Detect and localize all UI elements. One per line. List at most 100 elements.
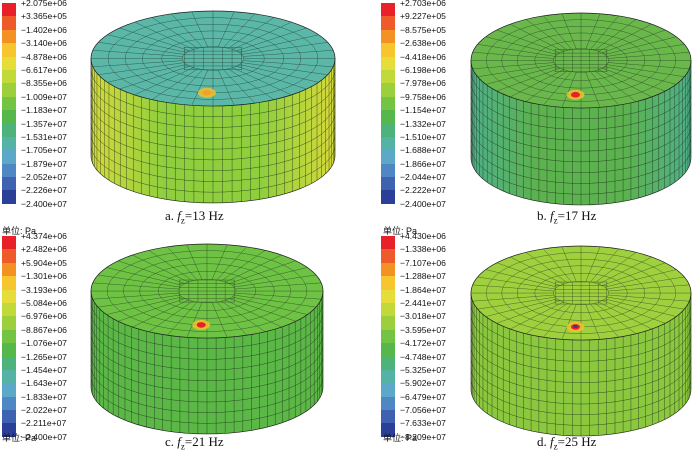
legend-swatch — [381, 316, 395, 330]
legend-value: −8.355e+06 — [21, 78, 67, 89]
legend-value: −1.288e+07 — [400, 271, 446, 282]
legend-swatch — [381, 110, 395, 124]
panel-d: +4.430e+06 −1.338e+06 −7.107e+06 −1.288e+07… — [350, 231, 700, 459]
legend-value: −3.018e+07 — [400, 311, 446, 322]
legend-swatch — [2, 150, 16, 164]
panel-a: +2.075e+06 +3.365e+05 −1.402e+06 −3.140e+06… — [0, 0, 350, 236]
legend-value: −2.400e+07 — [21, 431, 67, 442]
unit-label: 单位: Pa — [383, 433, 418, 443]
unit-label: 单位: Pa — [2, 226, 37, 236]
legend-swatch — [381, 123, 395, 137]
top-mesh — [471, 13, 691, 109]
legend-swatch — [381, 3, 395, 17]
legend-value: −5.084e+06 — [21, 297, 67, 308]
unit-label: 单位: Pa — [2, 433, 37, 443]
legend-value: −1.183e+07 — [21, 105, 67, 116]
legend-swatch — [2, 329, 16, 344]
figure-caption: a. fz=13 Hz — [165, 208, 224, 226]
figure-caption: d. fz=25 Hz — [537, 434, 597, 452]
top-mesh — [471, 246, 691, 341]
legend-value: +9.227e+05 — [400, 11, 446, 22]
legend-swatch — [381, 96, 395, 111]
legend-value: −1.879e+07 — [21, 158, 67, 169]
legend-swatch — [381, 383, 395, 397]
legend-value: −7.107e+06 — [400, 257, 446, 268]
legend-value: −1.332e+07 — [400, 118, 446, 129]
legend-value: −8.575e+05 — [400, 24, 446, 35]
legend-value: +4.374e+06 — [21, 231, 67, 241]
legend-swatch — [381, 136, 395, 151]
side-mesh — [90, 62, 336, 203]
legend-value: +2.075e+06 — [21, 0, 67, 8]
legend-value: −2.222e+07 — [400, 185, 446, 196]
legend-value: −3.140e+06 — [21, 38, 67, 49]
legend-value: −2.441e+07 — [400, 297, 446, 308]
legend-swatch — [2, 83, 16, 97]
legend-value: −2.052e+07 — [21, 172, 67, 183]
cylinder-model — [90, 10, 336, 204]
legend-value: −1.357e+07 — [21, 118, 67, 129]
legend-value: −1.833e+07 — [21, 391, 67, 402]
legend-swatch — [2, 163, 16, 178]
figure-caption: b. fz=17 Hz — [537, 208, 597, 226]
legend-value: −1.402e+06 — [21, 24, 67, 35]
legend-swatch — [2, 110, 16, 124]
legend-value: −8.209e+07 — [400, 431, 446, 442]
cylinder-model — [470, 12, 692, 206]
legend-value: −4.878e+06 — [21, 51, 67, 62]
legend-swatch — [2, 410, 16, 424]
legend-swatch — [381, 29, 395, 44]
legend-swatch — [2, 177, 16, 191]
legend-value: −5.325e+07 — [400, 364, 446, 375]
legend-value: −1.864e+07 — [400, 284, 446, 295]
legend-swatch — [381, 343, 395, 357]
stress-hotspot — [196, 322, 206, 328]
legend-value: −1.688e+07 — [400, 145, 446, 156]
legend-swatch — [2, 396, 16, 411]
legend-swatch — [381, 56, 395, 70]
legend-value: −5.902e+07 — [400, 378, 446, 389]
legend-value: −2.211e+07 — [21, 418, 67, 429]
legend-swatch — [2, 316, 16, 330]
legend-swatch — [381, 410, 395, 424]
stress-hotspot — [571, 91, 580, 98]
legend-swatch — [381, 83, 395, 97]
legend-value: −1.531e+07 — [21, 131, 67, 142]
legend-swatch — [2, 369, 16, 384]
legend-swatch — [381, 262, 395, 277]
legend-swatch — [381, 43, 395, 57]
legend-swatch — [2, 249, 16, 263]
legend-value: −1.076e+07 — [21, 338, 67, 349]
legend-swatch — [2, 383, 16, 397]
side-mesh — [90, 294, 324, 434]
top-mesh — [91, 11, 335, 107]
legend-value: −1.009e+07 — [21, 91, 67, 102]
legend-swatch — [381, 177, 395, 191]
legend-value: −6.198e+06 — [400, 64, 446, 75]
legend-swatch — [2, 262, 16, 277]
legend-value: −2.022e+07 — [21, 405, 67, 416]
legend-swatch — [2, 29, 16, 44]
legend-value: +4.430e+06 — [400, 231, 446, 241]
legend-swatch — [381, 396, 395, 411]
legend-value: −2.638e+06 — [400, 38, 446, 49]
legend-swatch — [381, 69, 395, 84]
legend-swatch — [2, 69, 16, 84]
legend-swatch — [2, 16, 16, 30]
side-mesh — [470, 296, 692, 436]
legend-value: −2.044e+07 — [400, 172, 446, 183]
legend-swatch — [2, 136, 16, 151]
legend-swatch — [381, 329, 395, 344]
legend-value: −1.705e+07 — [21, 145, 67, 156]
legend-value: −6.479e+07 — [400, 391, 446, 402]
legend-value: −9.758e+06 — [400, 91, 446, 102]
legend-value: −4.172e+07 — [400, 338, 446, 349]
top-mesh — [91, 244, 323, 339]
legend-swatch — [2, 343, 16, 357]
legend-value: −2.400e+07 — [21, 198, 67, 209]
legend-value: −7.056e+07 — [400, 405, 446, 416]
legend-value: −1.154e+07 — [400, 105, 446, 116]
legend-value: −1.301e+06 — [21, 271, 67, 282]
legend-value: −2.400e+07 — [400, 198, 446, 209]
cylinder-model — [470, 245, 692, 437]
